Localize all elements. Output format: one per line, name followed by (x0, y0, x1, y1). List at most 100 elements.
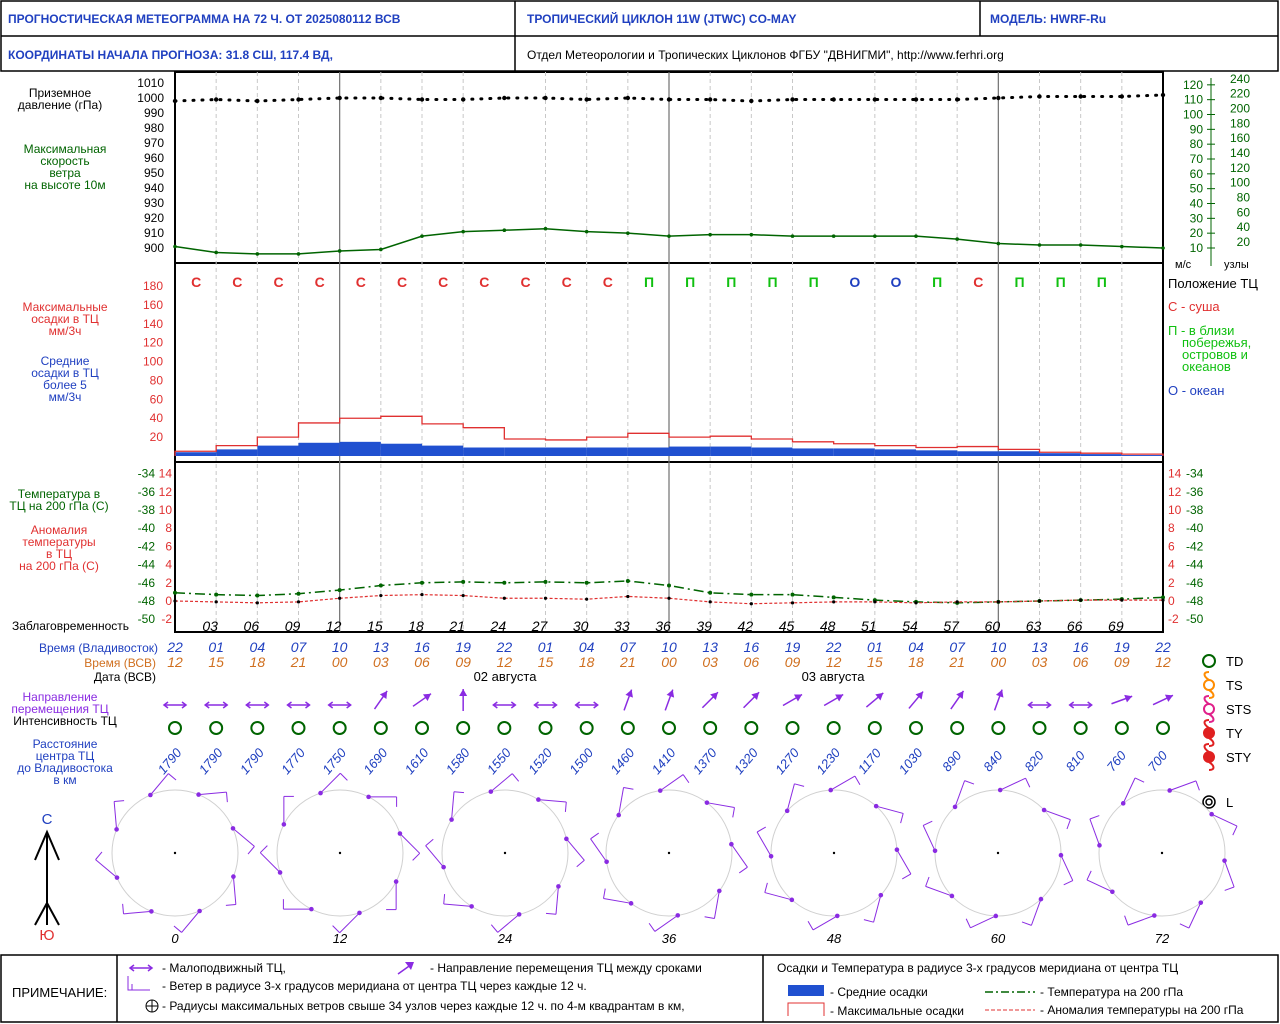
time-utc: 00 (332, 654, 348, 670)
wind-barb-feather (756, 826, 766, 833)
wind-barb-shaft (259, 852, 281, 873)
wind-barb-feather (1025, 777, 1031, 788)
temp-tick-label-right: -40 (1186, 521, 1204, 535)
wind-ms-tick-label: 30 (1190, 211, 1204, 225)
wind-ms-tick-label: 90 (1190, 122, 1204, 136)
lead-time: 30 (573, 618, 589, 634)
wind-barb-feather (490, 924, 499, 933)
footer-right-title: Осадки и Температура в радиусе 3-х граду… (777, 961, 1178, 975)
wind-point (996, 241, 1001, 246)
anom-tick-label: 4 (165, 558, 172, 572)
position-letter: С (232, 274, 242, 290)
precip-tick-label: 60 (150, 392, 164, 406)
wind-rose-label: 72 (1155, 931, 1170, 946)
header-coords: КООРДИНАТЫ НАЧАЛА ПРОГНОЗА: 31.8 СШ, 117… (8, 48, 333, 62)
distance-value: 1750 (319, 745, 350, 777)
time-vl: 16 (414, 639, 430, 655)
wind-barb-shaft (812, 915, 838, 931)
anomaly-point (255, 601, 259, 605)
temp-point (831, 595, 836, 600)
wind-barb-shaft (1089, 818, 1100, 846)
pressure-point (954, 97, 960, 102)
temp-point (255, 593, 260, 598)
wind-units-kt: узлы (1224, 259, 1249, 271)
pressure-tick-label: 910 (144, 226, 164, 240)
anomaly-point (626, 594, 630, 599)
position-letter: С (273, 274, 283, 290)
pressure-tick-label: 900 (144, 241, 164, 255)
lead-time: 54 (902, 618, 918, 634)
wind-barb-shaft (999, 777, 1026, 791)
anom-tick-label-right: 0 (1168, 594, 1175, 608)
intensity-symbol (1202, 654, 1216, 668)
time-vl: 04 (579, 639, 595, 655)
time-utc: 09 (1114, 654, 1130, 670)
distance-value: 1460 (607, 745, 638, 777)
direction-arrow-head (379, 690, 388, 700)
stationary-arrow-heads (162, 701, 188, 709)
distance-value: 1370 (690, 745, 721, 777)
temp-tick-label: -36 (138, 485, 156, 499)
lead-time: 60 (985, 618, 1001, 634)
wind-kt-tick-label: 100 (1230, 176, 1250, 190)
wind-barb-feather (1086, 870, 1092, 881)
temp-tick-label: -46 (138, 576, 156, 590)
position-letter: П (767, 274, 777, 290)
intensity-legend-label: TD (1226, 654, 1243, 669)
wind-barb-feather (590, 832, 600, 840)
avg-precip-bar (257, 445, 299, 456)
pressure-tick-label: 1010 (137, 76, 164, 90)
wind-barb-shaft (1169, 780, 1197, 791)
anom-tick-label-right: 14 (1168, 467, 1182, 481)
intensity-circle (373, 721, 388, 735)
position-letter: С (562, 274, 572, 290)
precip-tick-label: 20 (150, 430, 164, 444)
time-vl: 16 (1073, 639, 1089, 655)
anomaly-point (667, 596, 671, 600)
time-utc: 21 (948, 654, 965, 670)
temp-point (502, 580, 507, 585)
footer: ПРИМЕЧАНИЕ: - Малоподвижный ТЦ, - Направ… (0, 954, 1279, 1023)
wind-barb-shaft (659, 774, 684, 792)
temp-tick-label: -38 (138, 503, 156, 517)
compass-north: С (42, 811, 53, 828)
wind-ms-tick-label: 110 (1184, 93, 1203, 107)
anomaly-label: на 200 гПа (С) (19, 559, 99, 573)
position-letter: П (1014, 274, 1024, 290)
wind-barb-shaft (123, 910, 152, 915)
time-vl: 04 (908, 639, 924, 655)
intensity-circle (991, 721, 1006, 735)
distance-label: центра ТЦ (36, 749, 95, 763)
temp-tick-label: -50 (138, 612, 156, 626)
legend-coast: островов и (1182, 347, 1248, 362)
pressure-point (584, 97, 589, 102)
wind-label: на высоте 10м (24, 178, 105, 192)
avg-precip-bar (380, 443, 423, 456)
anomaly-point (543, 596, 548, 600)
wind-ms-tick-label: 20 (1190, 226, 1204, 240)
anomaly-point (832, 600, 836, 604)
wind-ms-tick-label: 50 (1190, 182, 1204, 196)
time-utc: 09 (455, 654, 471, 670)
position-letter: П (1056, 274, 1066, 290)
pressure-point (1078, 94, 1083, 99)
time-utc: 12 (826, 654, 842, 670)
distance-value: 840 (980, 747, 1006, 774)
wind-point (831, 234, 836, 238)
legend-coast: океанов (1182, 359, 1231, 374)
time-utc: 15 (208, 654, 224, 670)
time-vl: 22 (1154, 639, 1171, 655)
anomaly-point (214, 600, 218, 604)
wind-point (543, 226, 548, 231)
temp-tick-label-right: -50 (1186, 612, 1204, 626)
max-precip-label: осадки в ТЦ (31, 312, 99, 326)
wind-barb-feather (854, 775, 861, 785)
wind-barb-shaft (730, 843, 748, 868)
avg-precip-bar (586, 447, 628, 456)
lead-time: 48 (820, 618, 836, 634)
wind-point (379, 247, 383, 252)
wind-barb-shaft (1030, 898, 1042, 926)
precip-tick-label: 100 (143, 355, 163, 369)
direction-arrow-head (751, 692, 760, 700)
anom-tick-label: 14 (159, 467, 173, 481)
